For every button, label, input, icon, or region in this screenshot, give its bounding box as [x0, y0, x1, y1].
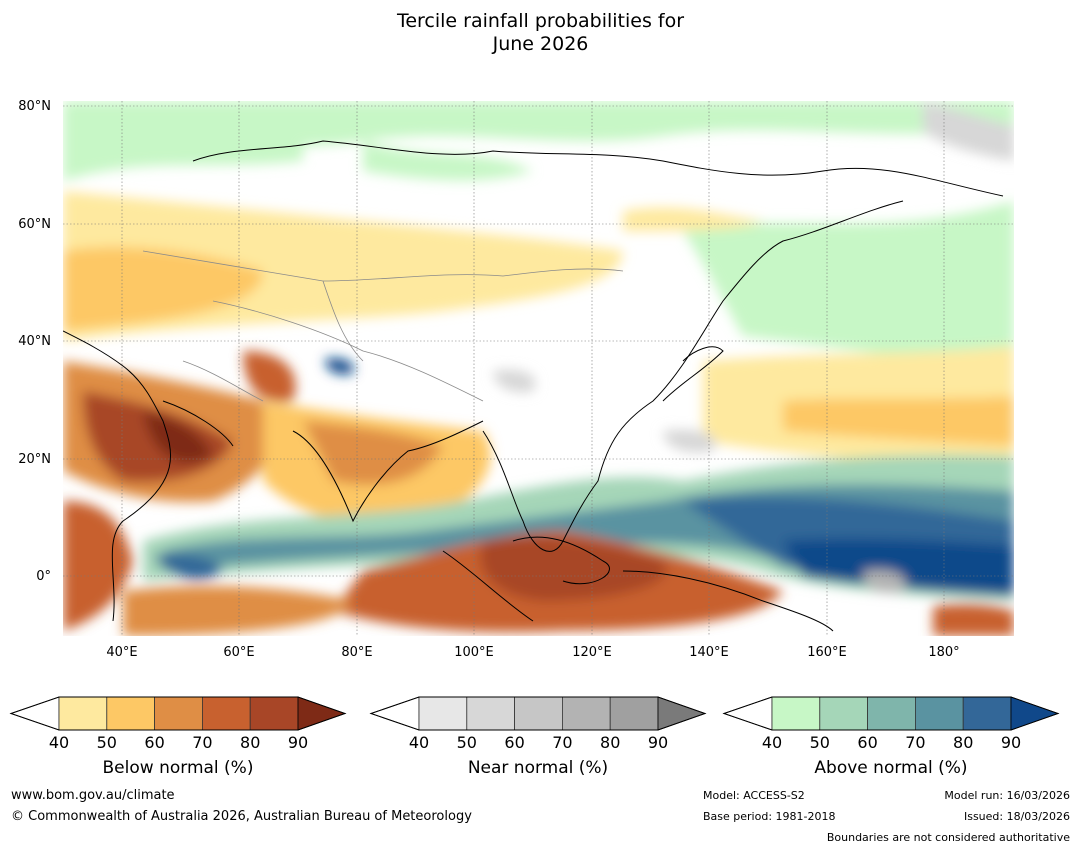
- footer-issued: Issued: 18/03/2026: [963, 810, 1070, 823]
- above-normal-extend-low: [722, 696, 773, 731]
- near-normal-bin-70-80: [562, 696, 611, 731]
- below-normal-tick-80: 80: [240, 733, 260, 752]
- near-normal-extend-high: [657, 696, 707, 731]
- lat-label-80n: 80°N: [18, 99, 51, 114]
- near-normal-tick-80: 80: [600, 733, 620, 752]
- above-normal-bin-40-50: [771, 696, 821, 731]
- graticule: [63, 101, 1014, 636]
- above-normal-bin-70-80: [915, 696, 964, 731]
- below-normal-tick-60: 60: [144, 733, 164, 752]
- footer-base-period: Base period: 1981-2018: [703, 810, 836, 823]
- lat-label-60n: 60°N: [18, 217, 51, 232]
- near-normal-outline: [369, 696, 707, 731]
- above-normal-tick-90: 90: [1001, 733, 1021, 752]
- lon-label-120e: 120°E: [572, 645, 612, 660]
- footer-copyright: © Commonwealth of Australia 2026, Austra…: [11, 809, 472, 824]
- colorbar-caption-above-normal: Above normal (%): [814, 758, 968, 778]
- rainfall-probability-map: [63, 101, 1014, 636]
- above-normal-tick-70: 70: [905, 733, 925, 752]
- above-normal-extend-high: [1010, 696, 1060, 731]
- near-normal-tick-50: 50: [457, 733, 477, 752]
- above-normal-tick-50: 50: [810, 733, 830, 752]
- near-normal-bin-60-70: [514, 696, 563, 731]
- below-normal-tick-90: 90: [288, 733, 308, 752]
- below-normal-bin-80-90: [249, 696, 299, 731]
- country-boundaries: [142, 250, 624, 402]
- near-normal-bin-50-60: [466, 696, 515, 731]
- lon-label-180: 180°: [928, 645, 960, 660]
- map-title-line-1: Tercile rainfall probabilities for: [396, 10, 685, 32]
- near-normal-bin-40-50: [418, 696, 468, 731]
- below-normal-tick-50: 50: [97, 733, 117, 752]
- near-normal-extend-low: [369, 696, 420, 731]
- footer-model-run: Model run: 16/03/2026: [944, 789, 1070, 802]
- map-title-line-2: June 2026: [492, 33, 589, 55]
- below-normal-bin-70-80: [201, 696, 251, 731]
- colorbar-caption-near-normal: Near normal (%): [467, 758, 609, 778]
- near-normal-tick-40: 40: [409, 733, 429, 752]
- below-normal-tick-40: 40: [49, 733, 69, 752]
- above-normal-bin-50-60: [819, 696, 868, 731]
- lon-label-160e: 160°E: [807, 645, 847, 660]
- lon-label-100e: 100°E: [454, 645, 494, 660]
- below-normal-bin-50-60: [106, 696, 156, 731]
- colorbar-caption-below-normal: Below normal (%): [102, 758, 254, 778]
- colorbar-legends: 40 50 60 70 80 90 40 50 60 70 80 90 40 50 60 70 80 90: [9, 696, 1060, 752]
- below-normal-outline: [9, 696, 347, 731]
- near-normal-tick-60: 60: [504, 733, 524, 752]
- above-normal-tick-80: 80: [953, 733, 973, 752]
- below-normal-extend-low: [9, 696, 60, 731]
- below-normal-tick-70: 70: [192, 733, 212, 752]
- footer-disclaimer: Boundaries are not considered authoritat…: [826, 831, 1070, 844]
- above-normal-outline: [722, 696, 1060, 731]
- near-normal-tick-70: 70: [552, 733, 572, 752]
- footer-website: www.bom.gov.au/climate: [11, 788, 175, 803]
- above-normal-bin-60-70: [867, 696, 916, 731]
- lat-label-20n: 20°N: [18, 452, 51, 467]
- near-normal-bin-80-90: [609, 696, 659, 731]
- below-normal-extend-high: [297, 696, 347, 731]
- lon-label-80e: 80°E: [341, 645, 373, 660]
- above-normal-tick-40: 40: [762, 733, 782, 752]
- coastlines: [63, 140, 1004, 632]
- lat-label-40n: 40°N: [18, 334, 51, 349]
- lat-label-0: 0°: [36, 569, 51, 584]
- near-normal-tick-90: 90: [648, 733, 668, 752]
- lon-label-40e: 40°E: [106, 645, 138, 660]
- lon-label-140e: 140°E: [689, 645, 729, 660]
- below-normal-bin-60-70: [154, 696, 203, 731]
- below-normal-bin-40-50: [58, 696, 108, 731]
- above-normal-tick-60: 60: [857, 733, 877, 752]
- above-normal-bin-80-90: [962, 696, 1012, 731]
- lon-label-60e: 60°E: [223, 645, 255, 660]
- footer-model: Model: ACCESS-S2: [703, 789, 805, 802]
